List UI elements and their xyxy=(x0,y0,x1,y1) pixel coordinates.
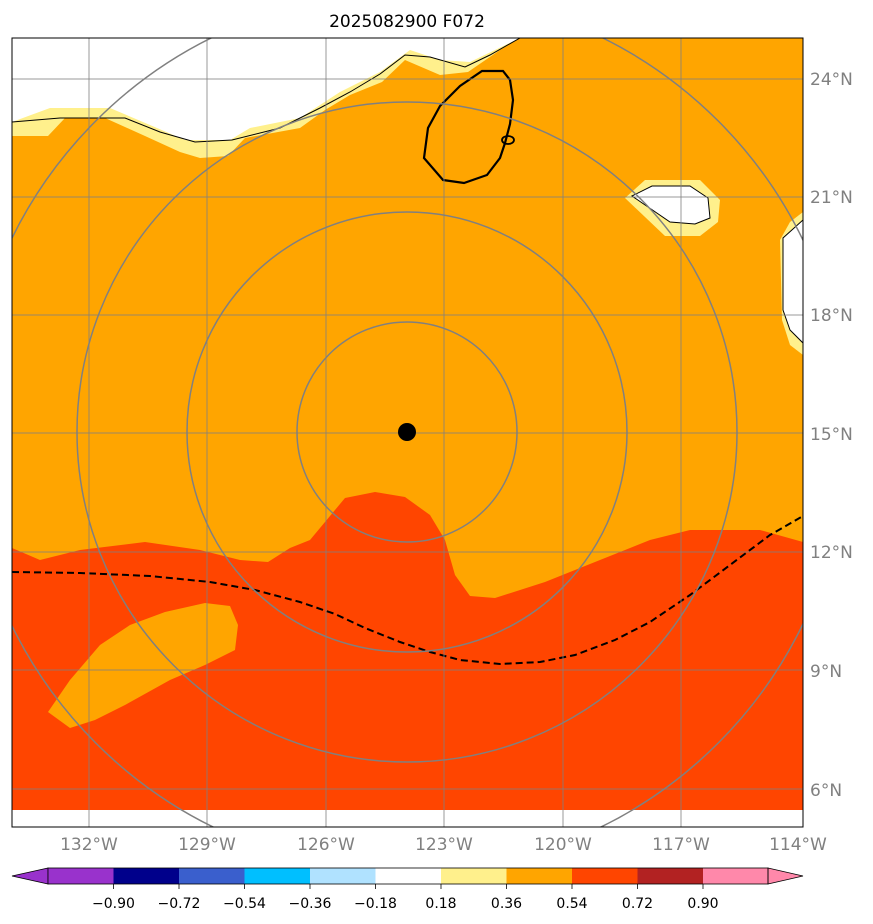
lon-label: 114°W xyxy=(769,835,827,855)
lat-label: 12°N xyxy=(810,543,853,563)
colorbar-frame xyxy=(47,867,769,885)
lat-label: 24°N xyxy=(810,70,853,90)
dashed-contour xyxy=(12,515,803,666)
lat-label: 21°N xyxy=(810,188,853,208)
colorbar-label: −0.90 xyxy=(92,896,135,912)
colorbar-label: −0.36 xyxy=(289,896,332,912)
coastline-north xyxy=(12,38,521,143)
gridlines xyxy=(12,38,803,827)
lat-label: 15°N xyxy=(810,425,853,445)
lon-labels: 132°W 129°W 126°W 123°W 120°W 117°W 114°… xyxy=(60,835,827,855)
colorbar-label: −0.72 xyxy=(158,896,201,912)
colorbar-extend-high xyxy=(767,867,804,885)
colorbar: −0.90 −0.72 −0.54 −0.36 −0.18 0.18 0.36 … xyxy=(11,867,804,912)
colorbar-segment xyxy=(244,868,310,884)
colorbar-label: 0.36 xyxy=(491,896,522,912)
lon-label: 126°W xyxy=(297,835,355,855)
small-contour xyxy=(501,135,515,145)
storm-center-marker xyxy=(398,423,416,441)
colorbar-segment xyxy=(113,868,179,884)
colorbar-label: −0.54 xyxy=(223,896,266,912)
field-red xyxy=(12,492,803,810)
lon-label: 129°W xyxy=(178,835,236,855)
figure-title: 2025082900 F072 xyxy=(329,12,485,32)
colorbar-label: 0.18 xyxy=(425,896,456,912)
plot-frame xyxy=(11,37,804,828)
lat-labels: 24°N 21°N 18°N 15°N 12°N 9°N 6°N xyxy=(810,70,853,801)
colorbar-extend-low xyxy=(11,867,49,885)
colorbar-segment xyxy=(506,868,572,884)
range-rings xyxy=(12,38,803,827)
colorbar-segment xyxy=(441,868,507,884)
colorbar-label: −0.18 xyxy=(354,896,397,912)
lat-label: 9°N xyxy=(810,662,842,682)
colorbar-segment xyxy=(572,868,638,884)
colorbar-segment xyxy=(179,868,245,884)
lon-label: 120°W xyxy=(534,835,592,855)
bold-contour xyxy=(422,69,515,185)
colorbar-ticks xyxy=(113,884,704,889)
map-plot-area xyxy=(12,38,803,827)
colorbar-segment xyxy=(375,868,441,884)
colorbar-labels: −0.90 −0.72 −0.54 −0.36 −0.18 0.18 0.36 … xyxy=(92,896,719,912)
lat-label: 6°N xyxy=(810,781,842,801)
lon-label: 117°W xyxy=(652,835,710,855)
colorbar-segment xyxy=(703,868,768,884)
land-right xyxy=(782,219,803,344)
lon-label: 123°W xyxy=(415,835,473,855)
colorbar-segment xyxy=(48,868,114,884)
lat-label: 18°N xyxy=(810,306,853,326)
island-east xyxy=(631,185,711,225)
colorbar-label: 0.54 xyxy=(556,896,587,912)
colorbar-segment xyxy=(637,868,703,884)
colorbar-segment xyxy=(310,868,376,884)
colorbar-label: 0.90 xyxy=(687,896,718,912)
lon-label: 132°W xyxy=(60,835,118,855)
field-orange-pocket xyxy=(48,603,238,728)
colorbar-label: 0.72 xyxy=(622,896,653,912)
